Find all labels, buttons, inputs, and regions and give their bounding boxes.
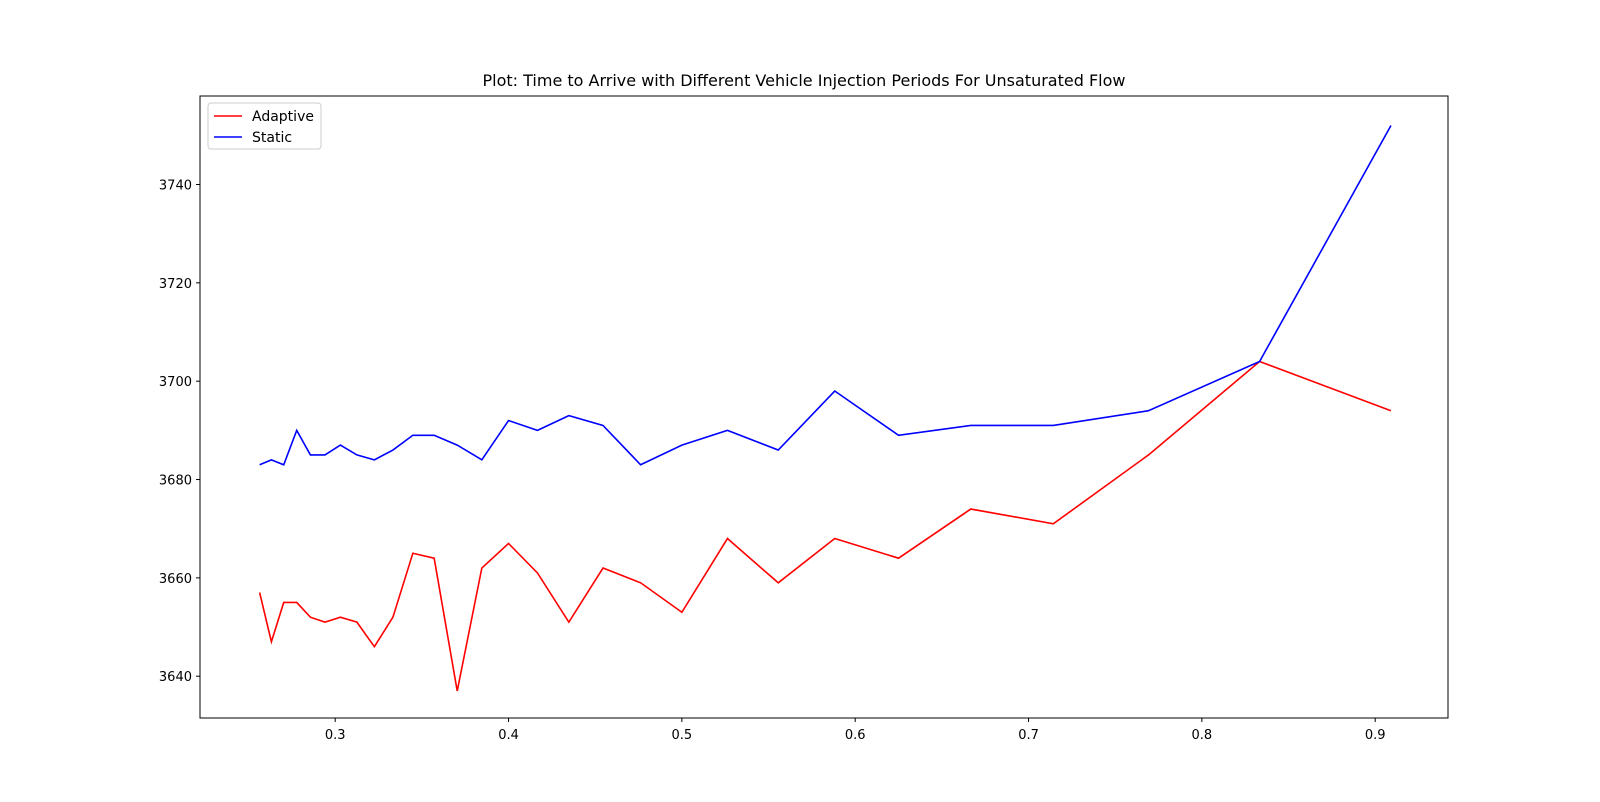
x-axis: 0.3 0.4 0.5 0.6 0.7 0.8 0.9	[325, 718, 1386, 743]
y-tick-label: 3660	[159, 572, 192, 587]
y-tick-label: 3700	[159, 375, 192, 390]
series-line-adaptive	[258, 360, 1392, 692]
x-tick-label: 0.5	[672, 728, 693, 743]
chart-title: Plot: Time to Arrive with Different Vehi…	[483, 71, 1126, 90]
x-tick-label: 0.8	[1192, 728, 1213, 743]
legend: Adaptive Static	[207, 102, 322, 150]
x-tick-label: 0.7	[1018, 728, 1039, 743]
x-tick-label: 0.4	[498, 728, 519, 743]
legend-label-adaptive: Adaptive	[252, 109, 314, 125]
x-tick-label: 0.9	[1365, 728, 1386, 743]
series-line-static	[259, 125, 1392, 466]
y-tick-label: 3640	[159, 670, 192, 685]
y-tick-label: 3740	[159, 179, 192, 194]
x-tick-label: 0.6	[845, 728, 866, 743]
x-tick-label: 0.3	[325, 728, 346, 743]
y-tick-label: 3720	[159, 277, 192, 292]
y-tick-label: 3680	[159, 474, 192, 489]
legend-label-static: Static	[252, 130, 292, 146]
y-axis: 3640 3660 3680 3700 3720 3740	[159, 179, 200, 685]
plot-lines	[258, 125, 1392, 692]
plot-frame	[199, 95, 1449, 719]
